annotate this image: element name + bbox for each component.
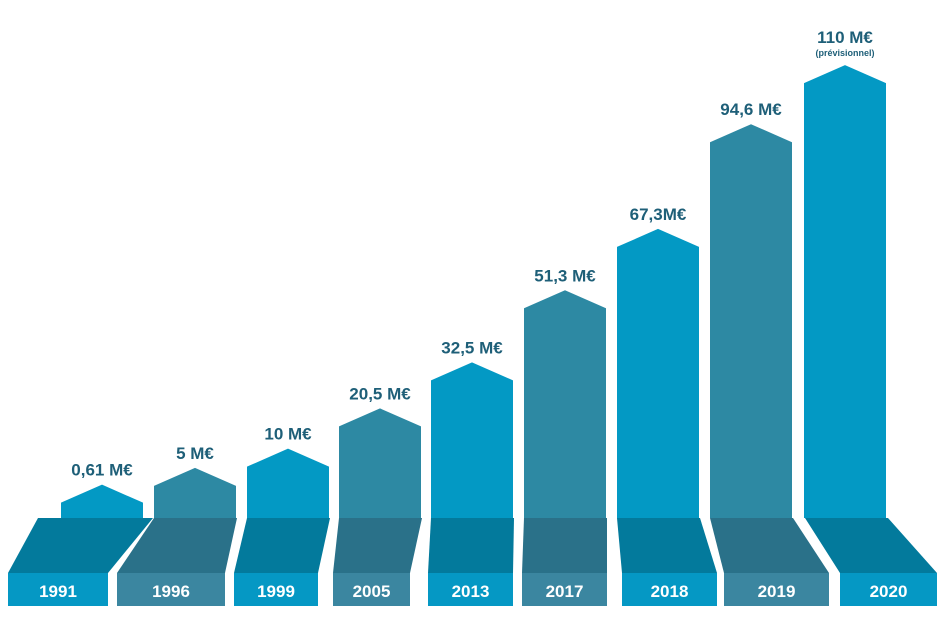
value-label-2005: 20,5 M€ [349,384,411,403]
year-label-2019: 2019 [758,582,796,601]
base-top-1991 [8,518,153,573]
bar-1999 [247,448,329,518]
value-label-2018: 67,3M€ [630,205,687,224]
base-top-2018 [617,518,717,573]
base-top-2017 [522,518,607,573]
year-label-2018: 2018 [651,582,689,601]
base-top-1996 [117,518,237,573]
year-label-1999: 1999 [257,582,295,601]
base-top-1999 [234,518,330,573]
base-top-2013 [428,518,514,573]
value-label-2017: 51,3 M€ [534,266,596,285]
year-label-1991: 1991 [39,582,77,601]
base-plate-2005 [333,573,410,606]
value-label-1999: 10 M€ [264,425,312,444]
bar-2005 [339,408,421,518]
bar-2018 [617,228,699,519]
value-note-2020: (prévisionnel) [815,48,874,58]
base-group [8,518,937,606]
bar-1991 [61,484,143,518]
base-top-2020 [805,518,937,573]
value-label-2013: 32,5 M€ [441,338,503,357]
year-label-2013: 2013 [452,582,490,601]
base-plate-2020 [840,573,937,606]
year-label-1996: 1996 [152,582,190,601]
value-label-1996: 5 M€ [176,444,214,463]
base-plate-1999 [234,573,318,606]
base-plate-2013 [428,573,513,606]
bar-2020 [804,65,886,519]
base-plate-2019 [724,573,829,606]
value-label-2019: 94,6 M€ [720,100,782,119]
bars-group [61,65,886,519]
bar-2017 [524,290,606,518]
value-label-2020: 110 M€ [817,28,873,47]
bar-2013 [431,362,513,518]
base-plate-1996 [117,573,225,606]
bar-1996 [154,467,236,518]
base-top-2019 [710,518,829,573]
base-plate-2017 [522,573,607,606]
base-plate-1991 [8,573,108,606]
base-plate-2018 [622,573,717,606]
year-label-2020: 2020 [870,582,908,601]
labels-group: 1991 0,61 M€ 1996 5 M€ 1999 10 M€ 2005 20,5 M€ 2… [39,28,907,601]
value-label-1991: 0,61 M€ [71,461,133,480]
bar-2019 [710,124,792,519]
base-top-2005 [333,518,422,573]
year-label-2005: 2005 [353,582,391,601]
year-label-2017: 2017 [546,582,584,601]
